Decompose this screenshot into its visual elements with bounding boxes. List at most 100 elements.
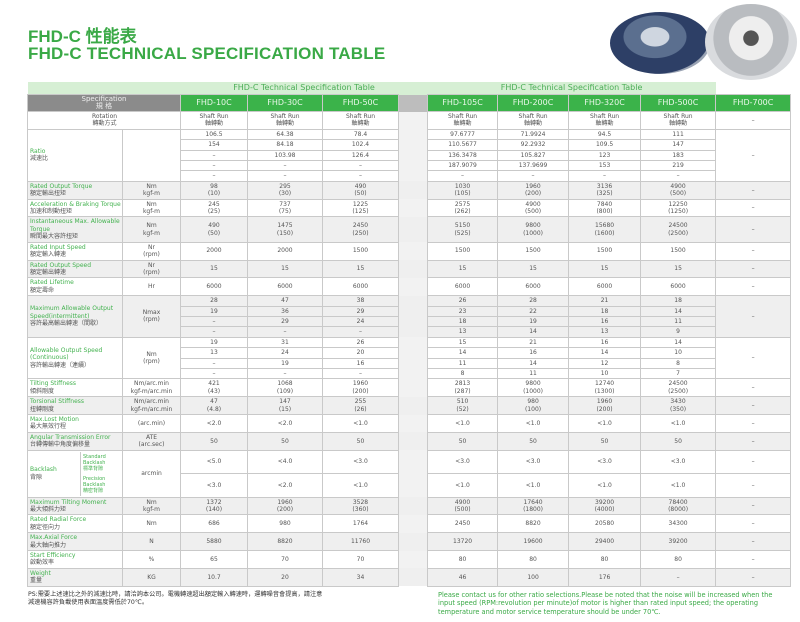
spec-value: 29400 [568, 532, 642, 552]
spec-label: Maximum Tilting Moment 最大傾斜力矩 [27, 496, 123, 516]
spec-value: 11 [427, 357, 499, 369]
spec-value: 4900 (500) [427, 496, 499, 516]
backlash-type: Standard Backlash 標準背隙 [83, 453, 106, 472]
spec-value: 24500 (2500) [640, 216, 717, 243]
spec-label: Torsional Stiffness 扭轉剛度 [27, 396, 123, 415]
spec-value: 34 [322, 567, 399, 587]
model-header-fhd-500c: FHD-500C [640, 94, 717, 112]
gap-cell [397, 216, 429, 243]
spec-value: 38 [322, 295, 399, 307]
spec-row: Start Efficiency 啟動效率% 65 70 70 80 80 80 80– [27, 550, 792, 569]
note-en: Please contact us for other ratio select… [438, 590, 773, 616]
spec-value: <1.0 [322, 414, 399, 433]
spec-value: <4.0 [247, 449, 323, 475]
gap-cell [397, 497, 429, 515]
spec-label: Allowable Output Speed (Continuous) 容許輸出轉… [27, 336, 123, 380]
gap-cell [397, 277, 429, 296]
spec-row: Rated Radial Force 額定徑向力 Nm 686 980 1764 2450 8… [27, 514, 792, 534]
spec-value: 1960 (200) [568, 396, 642, 415]
spec-value: 19 [497, 315, 570, 328]
spec-value: 1500 [640, 241, 717, 261]
spec-label-en: Allowable Output Speed (Continuous) [30, 346, 103, 362]
spec-value: – [180, 315, 248, 328]
spec-value: 6000 [427, 277, 499, 297]
spec-value: <3.0 [497, 449, 570, 475]
spec-value: 103.98 [247, 149, 323, 162]
spec-value: 255 (26) [322, 396, 399, 415]
spec-value: 26 [427, 295, 499, 307]
spec-value: 16 [322, 357, 399, 369]
spec-value: 137.9699 [497, 160, 570, 172]
spec-value: <1.0 [640, 414, 717, 433]
spec-value: 6000 [640, 277, 717, 297]
spec-row: Rated Output Torque 額定輸出扭矩 Nm kgf-m 98 (10)… [27, 180, 792, 200]
spec-value: 6000 [247, 277, 323, 297]
spec-value: 15 [568, 259, 642, 279]
spec-row: Rated Lifetime 額定壽命 Hr 6000 6000 6000 6000 6000… [27, 277, 792, 297]
spec-label-en: Rated Lifetime [30, 279, 74, 287]
spec-value: – [322, 367, 399, 380]
spec-value: 50 [322, 431, 399, 451]
spec-value: 70 [247, 550, 323, 569]
spec-value: – [640, 170, 717, 182]
spec-value: – [322, 326, 399, 338]
spec-label: Rated Output Torque 額定輸出扭矩 [27, 180, 123, 200]
spec-value: 78400 (8000) [640, 496, 717, 516]
gap-cell [397, 316, 429, 327]
spec-value: 421 (43) [180, 378, 248, 398]
spec-row: Ratio 減速比 106.5 64.38 78.4 97.6777 71.9924 94.5… [27, 128, 792, 182]
title-cn: FHD-C 性能表 [28, 27, 137, 46]
spec-value: 15 [322, 259, 399, 279]
spec-label-cn: 額定徑向力 [30, 523, 61, 531]
spec-value-fhd-700c: – [715, 550, 792, 569]
spec-row: – – –8 11 10 7 [28, 367, 791, 380]
spec-value: 13 [180, 347, 248, 359]
spec-value: 50 [568, 431, 642, 451]
spec-label-cn: 瞬間最大容許扭矩 [30, 233, 79, 241]
spec-value: 18 [640, 295, 717, 307]
spec-value: 28 [180, 295, 248, 307]
spec-value: 187.9079 [427, 160, 499, 172]
model-header-fhd-320c: FHD-320C [568, 94, 642, 112]
spec-value: – [180, 149, 248, 162]
spec-value: – [247, 367, 323, 380]
spec-unit: Nm (rpm) [122, 336, 181, 380]
spec-value: 8820 [247, 532, 323, 552]
spec-label-cn: 加速和制動扭矩 [30, 208, 73, 216]
spec-unit: Nmax (rpm) [122, 295, 181, 338]
spec-value: 17640 (1800) [497, 496, 570, 516]
spec-value: 13 [568, 326, 642, 338]
spec-value: 10 [568, 367, 642, 380]
spec-unit: Nr (rpm) [122, 259, 181, 279]
spec-value: 3528 (360) [322, 496, 399, 516]
spec-value: 980 [247, 514, 323, 534]
spec-value: 70 [322, 550, 399, 569]
spec-row: Rated Output Speed 額定輸出轉速 Nr (rpm) 15 15 15 15… [27, 259, 792, 279]
spec-value: 71.9924 [497, 128, 570, 141]
spec-label-en: Max.Lost Motion [30, 416, 79, 423]
spec-value: 46 [427, 567, 499, 587]
gap-cell [397, 129, 429, 140]
spec-value: 2575 (262) [427, 198, 499, 218]
gap-cell [397, 260, 429, 278]
spec-value-fhd-700c: – [715, 532, 792, 552]
spec-unit: Hr [122, 277, 181, 297]
spec-label-cn: 額定輸入轉速 [30, 251, 67, 259]
spec-value: <1.0 [427, 414, 499, 433]
spec-label-cn: 傾斜剛度 [30, 387, 55, 395]
spec-value: 153 [568, 160, 642, 172]
spec-value: 4900 (500) [640, 180, 717, 200]
spec-value: 29 [247, 315, 323, 328]
gap-cell [397, 181, 429, 200]
spec-value: 80 [640, 550, 717, 569]
gap-cell [397, 414, 429, 433]
spec-value: <1.0 [568, 414, 642, 433]
spec-row: Torsional Stiffness 扭轉剛度 Nm/arc.min kgf-m/… [27, 396, 792, 415]
spec-unit: Nm/arc.min kgf-m/arc.min [122, 396, 181, 415]
spec-value: 490 (50) [180, 216, 248, 243]
spec-label-cn: 背隙 [30, 473, 43, 481]
spec-label-en: Maximum Allowable Output Speed(intermitt… [30, 305, 114, 320]
spec-label-cn: 減速比 [30, 155, 49, 163]
spec-unit: Nm kgf-m [122, 180, 181, 200]
spec-value: 2813 (287) [427, 378, 499, 398]
